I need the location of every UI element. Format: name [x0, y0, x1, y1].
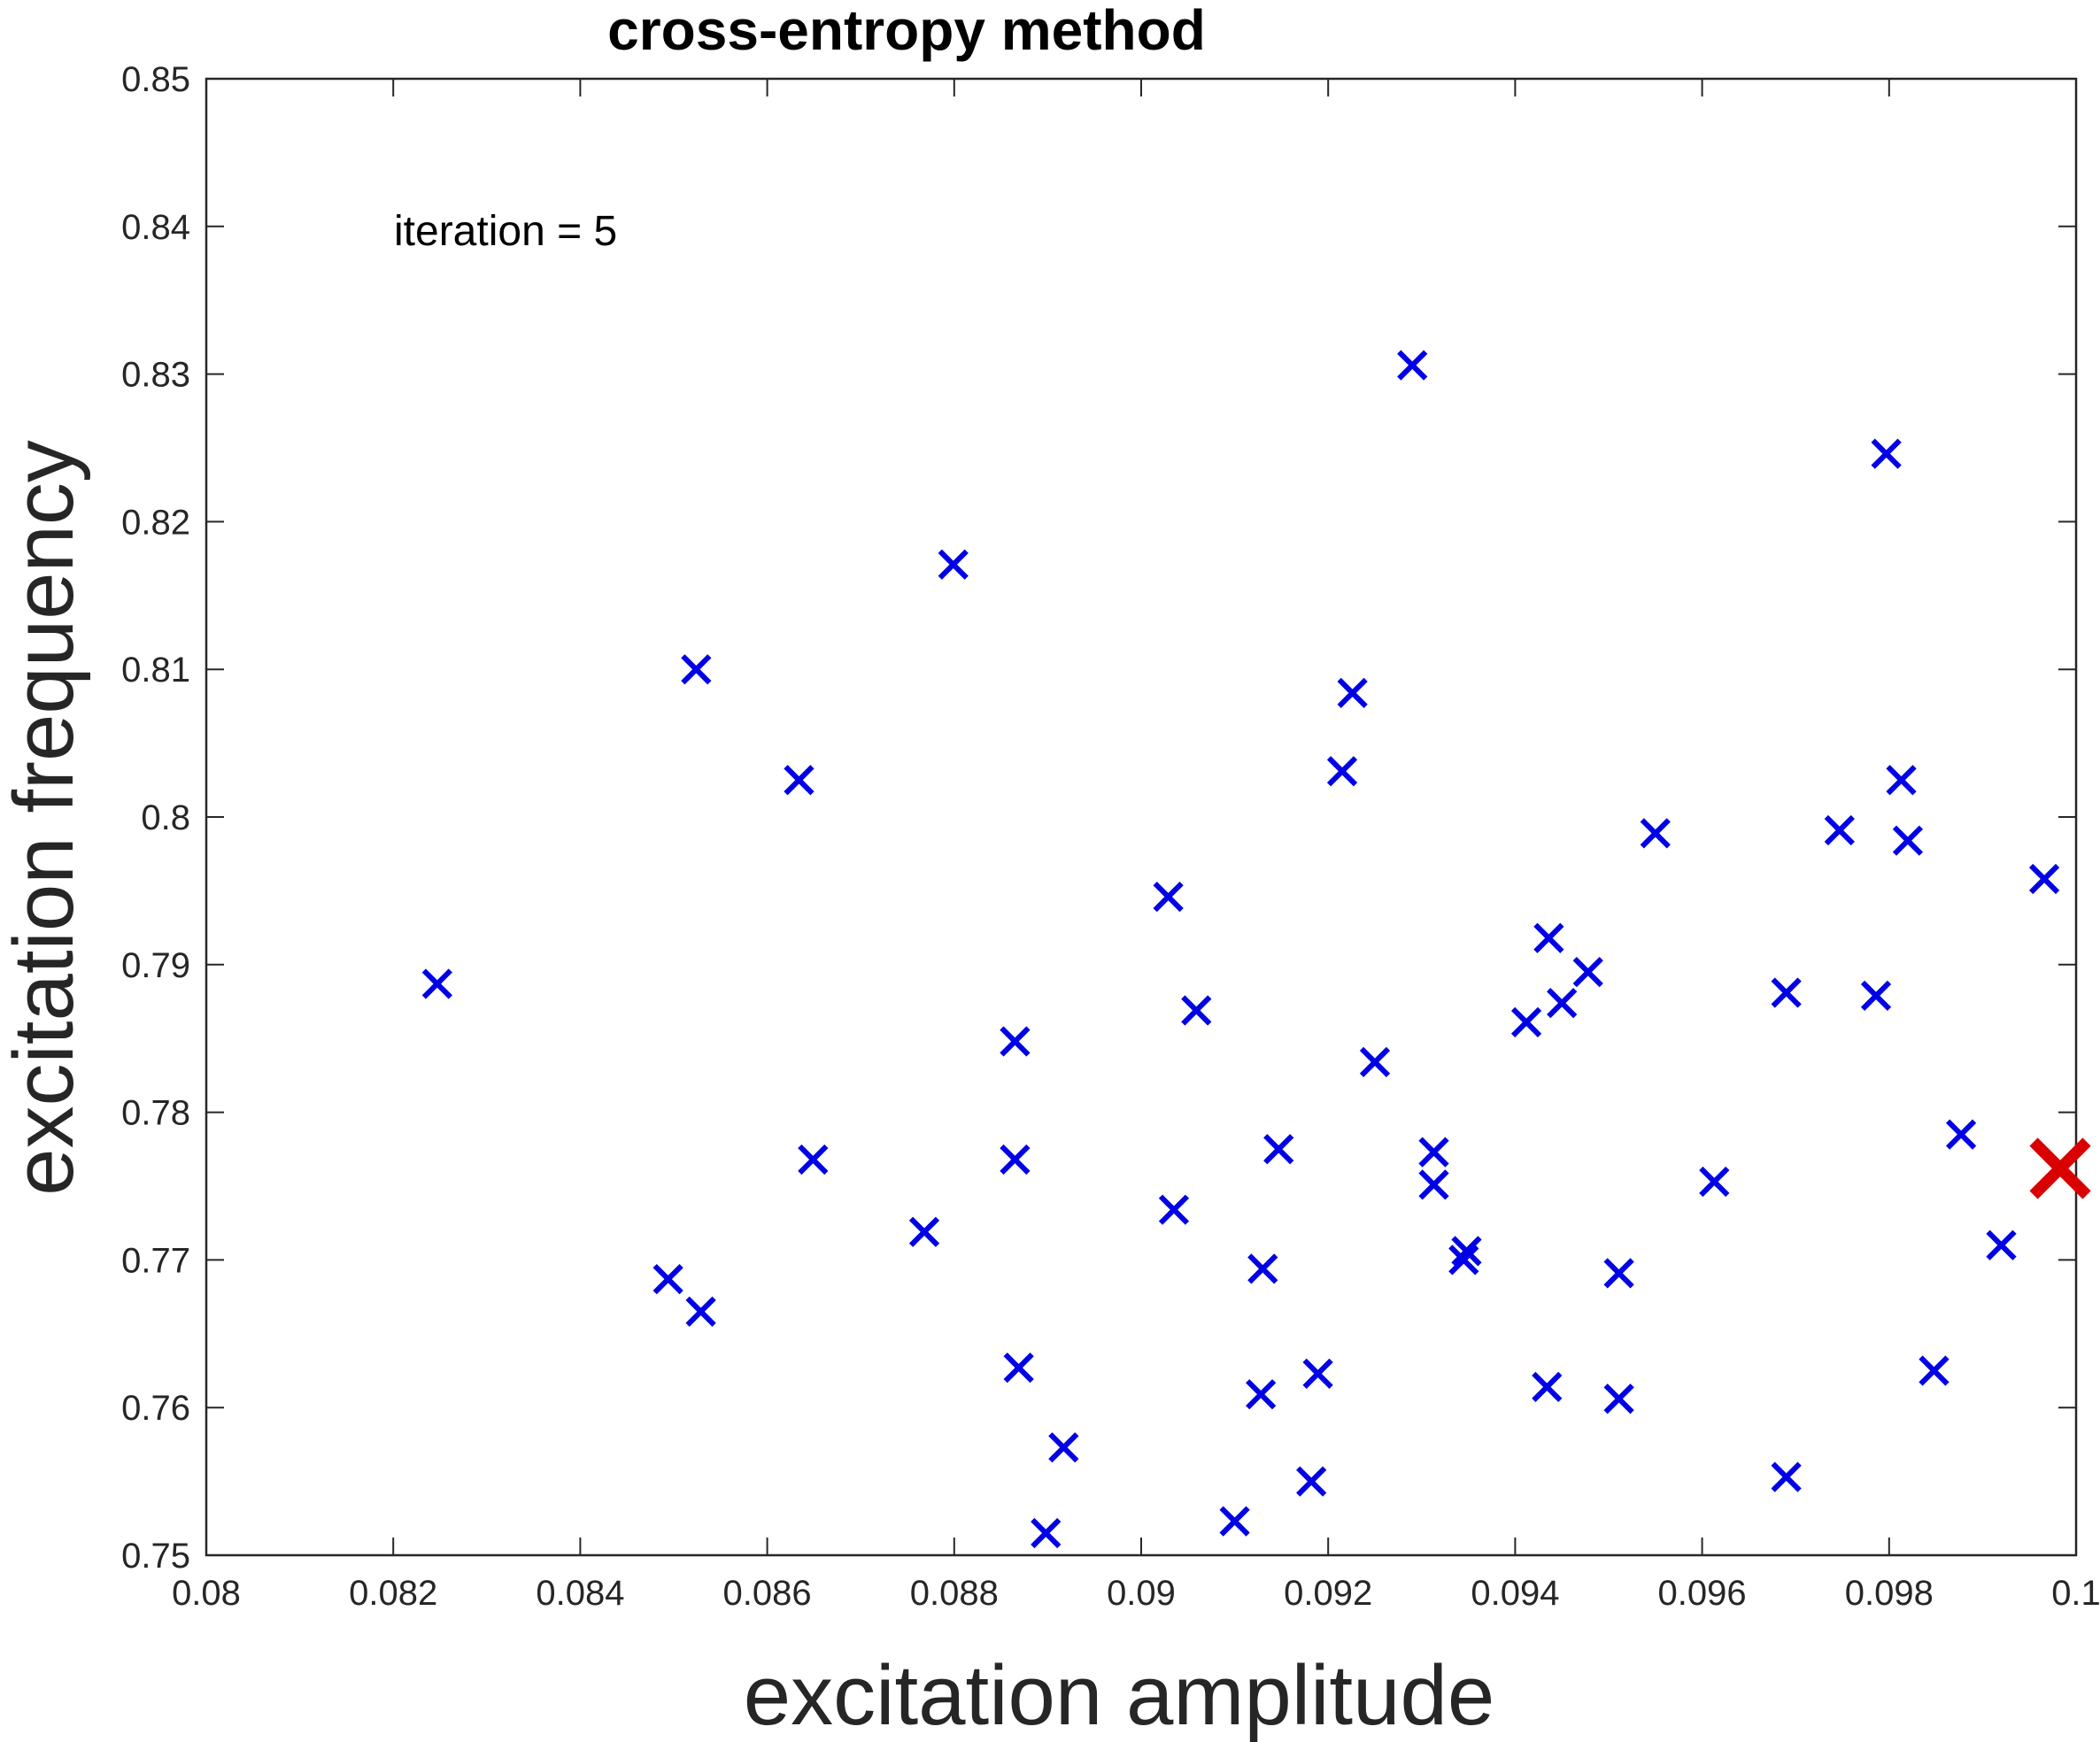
x-tick-label: 0.098: [1845, 1574, 1934, 1613]
sample-marker: [681, 654, 712, 685]
sample-marker: [1296, 1466, 1327, 1497]
x-tick-label: 0.092: [1284, 1574, 1372, 1613]
y-tick-label: 0.81: [121, 651, 190, 690]
sample-marker: [908, 1216, 940, 1247]
sample-marker: [1263, 1134, 1294, 1165]
plot-area: [205, 77, 2078, 1557]
sample-marker: [652, 1263, 683, 1295]
sample-marker: [1603, 1258, 1634, 1289]
y-tick-label: 0.8: [141, 798, 190, 837]
y-tick-label: 0.85: [121, 60, 190, 99]
axes-box: [205, 77, 2078, 1557]
sample-marker: [1181, 995, 1212, 1026]
sample-marker: [1000, 1144, 1031, 1175]
sample-marker: [1418, 1137, 1449, 1168]
y-axis: 0.75 0.76 0.77 0.78 0.79 0.8 0.81 0.82 0.83 0.84 0…: [121, 60, 2076, 1576]
y-tick-label: 0.77: [121, 1241, 190, 1280]
sample-marker: [1337, 677, 1368, 709]
y-tick-label: 0.75: [121, 1537, 190, 1576]
y-tick-label: 0.82: [121, 503, 190, 542]
x-tick-label: 0.088: [910, 1574, 999, 1613]
sample-marker: [1246, 1379, 1277, 1410]
sample-marker: [1418, 1169, 1449, 1200]
sample-marker: [1986, 1229, 2017, 1260]
sample-marker: [1000, 1026, 1031, 1057]
sample-marker: [2028, 863, 2060, 895]
sample-marker: [1892, 825, 1924, 856]
sample-marker: [1326, 756, 1358, 787]
data-markers: [421, 350, 2091, 1549]
sample-marker: [1919, 1355, 1949, 1386]
sample-marker: [1219, 1506, 1250, 1537]
sample-marker: [1448, 1245, 1479, 1276]
y-tick-label: 0.76: [121, 1389, 190, 1428]
sample-marker: [1532, 1371, 1563, 1402]
sample-marker: [685, 1296, 716, 1327]
sample-marker: [1603, 1384, 1634, 1414]
sample-marker: [1547, 988, 1578, 1019]
x-axis-label: excitation amplitude: [744, 1648, 1494, 1742]
sample-marker: [1247, 1253, 1278, 1284]
x-tick-label: 0.082: [349, 1574, 437, 1613]
sample-marker: [1871, 438, 1902, 469]
best-sample-marker: [2029, 1137, 2091, 1199]
sample-marker: [938, 549, 969, 580]
sample-marker: [1510, 1006, 1542, 1037]
sample-marker: [1359, 1046, 1391, 1078]
x-tick-label: 0.084: [536, 1574, 624, 1613]
x-axis: 0.08 0.082 0.084 0.086 0.088 0.09 0.092 0.094 0.…: [172, 79, 2100, 1613]
sample-marker: [1640, 818, 1671, 849]
sample-marker: [1158, 1194, 1190, 1225]
sample-marker: [1451, 1236, 1482, 1267]
sample-marker: [1572, 957, 1603, 988]
sample-marker: [1771, 1461, 1802, 1492]
sample-marker: [1031, 1517, 1062, 1549]
sample-marker: [1699, 1166, 1730, 1198]
x-tick-label: 0.094: [1471, 1574, 1559, 1613]
iteration-annotation: iteration = 5: [394, 208, 617, 255]
sample-marker: [1153, 881, 1184, 913]
sample-marker: [1860, 980, 1892, 1011]
sample-marker: [421, 968, 452, 999]
sample-marker: [1048, 1432, 1079, 1463]
sample-marker: [1945, 1119, 1977, 1150]
x-tick-label: 0.086: [723, 1574, 812, 1613]
sample-marker: [1302, 1358, 1333, 1389]
sample-marker: [1824, 814, 1855, 846]
y-tick-label: 0.83: [121, 356, 190, 395]
sample-marker: [784, 765, 815, 796]
x-tick-label: 0.096: [1658, 1574, 1747, 1613]
sample-marker: [1397, 350, 1428, 381]
x-tick-label: 0.1: [2051, 1574, 2100, 1613]
y-tick-label: 0.79: [121, 946, 190, 985]
y-tick-label: 0.78: [121, 1094, 190, 1133]
sample-marker: [1771, 977, 1802, 1008]
x-tick-label: 0.09: [1107, 1574, 1176, 1613]
sample-marker: [798, 1144, 829, 1175]
y-axis-label: excitation frequency: [0, 440, 91, 1196]
sample-marker: [1003, 1353, 1034, 1384]
x-tick-label: 0.08: [172, 1574, 241, 1613]
y-tick-label: 0.84: [121, 208, 190, 247]
sample-marker: [1533, 922, 1564, 953]
chart-title: cross-entropy method: [607, 0, 1206, 62]
sample-marker: [1886, 765, 1917, 796]
